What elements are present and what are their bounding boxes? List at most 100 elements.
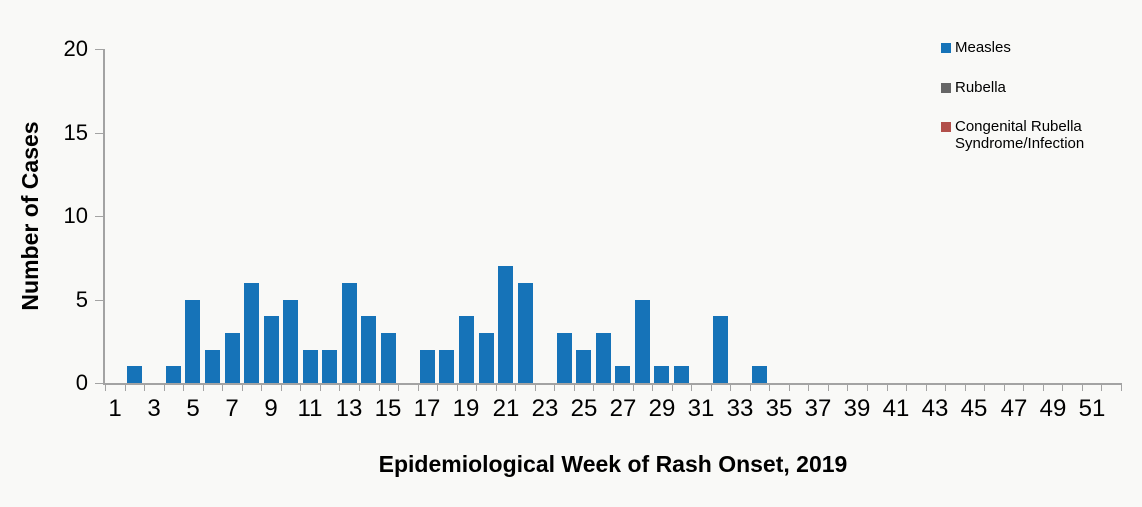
bar-measles-week-24 bbox=[556, 332, 572, 383]
bar-measles-week-12 bbox=[322, 349, 338, 383]
x-tick-label-week-51: 51 bbox=[1078, 395, 1106, 422]
legend-label-measles: Measles bbox=[955, 39, 1011, 56]
bar-measles-week-26 bbox=[595, 332, 611, 383]
x-tick-boundary-43 bbox=[945, 385, 946, 391]
y-tick-20 bbox=[95, 49, 103, 50]
x-tick-label-week-49: 49 bbox=[1039, 395, 1067, 422]
bar-measles-week-27 bbox=[615, 366, 631, 383]
x-tick-label-week-11: 11 bbox=[297, 395, 323, 422]
x-tick-boundary-20 bbox=[496, 385, 497, 391]
bar-measles-week-17 bbox=[419, 349, 435, 383]
x-tick-label-week-39: 39 bbox=[843, 395, 871, 422]
bar-measles-week-7 bbox=[224, 332, 240, 383]
x-tick-boundary-3 bbox=[164, 385, 165, 391]
x-tick-boundary-36 bbox=[808, 385, 809, 391]
x-tick-boundary-23 bbox=[554, 385, 555, 391]
x-tick-label-week-19: 19 bbox=[452, 395, 480, 422]
x-tick-boundary-28 bbox=[652, 385, 653, 391]
bar-measles-week-14 bbox=[361, 316, 377, 383]
y-axis-line bbox=[103, 49, 105, 385]
bar-measles-week-32 bbox=[712, 316, 728, 383]
bar-measles-week-30 bbox=[673, 366, 689, 383]
x-tick-boundary-34 bbox=[769, 385, 770, 391]
x-tick-boundary-19 bbox=[476, 385, 477, 391]
bar-measles-week-25 bbox=[576, 349, 592, 383]
x-tick-label-week-7: 7 bbox=[225, 395, 239, 422]
x-tick-boundary-29 bbox=[672, 385, 673, 391]
congenital-rubella-swatch-icon bbox=[941, 122, 951, 132]
x-tick-label-week-29: 29 bbox=[648, 395, 676, 422]
x-tick-boundary-12 bbox=[339, 385, 340, 391]
bar-measles-week-6 bbox=[204, 349, 220, 383]
x-tick-boundary-35 bbox=[789, 385, 790, 391]
x-tick-boundary-1 bbox=[125, 385, 126, 391]
x-tick-boundary-2 bbox=[144, 385, 145, 391]
y-tick-0 bbox=[95, 383, 103, 384]
x-tick-label-week-15: 15 bbox=[374, 395, 402, 422]
x-tick-boundary-37 bbox=[828, 385, 829, 391]
x-tick-boundary-47 bbox=[1023, 385, 1024, 391]
x-tick-boundary-6 bbox=[222, 385, 223, 391]
x-tick-boundary-41 bbox=[906, 385, 907, 391]
x-tick-boundary-50 bbox=[1082, 385, 1083, 391]
bar-measles-week-21 bbox=[498, 266, 514, 383]
bar-measles-week-4 bbox=[165, 366, 181, 383]
x-tick-label-week-3: 3 bbox=[147, 395, 161, 422]
x-tick-boundary-31 bbox=[711, 385, 712, 391]
x-tick-boundary-39 bbox=[867, 385, 868, 391]
x-tick-boundary-42 bbox=[926, 385, 927, 391]
legend-item-congenital-rubella: Congenital Rubella Syndrome/Infection bbox=[941, 118, 1101, 152]
x-tick-boundary-44 bbox=[965, 385, 966, 391]
bar-measles-week-18 bbox=[439, 349, 455, 383]
x-tick-boundary-5 bbox=[203, 385, 204, 391]
x-tick-label-week-1: 1 bbox=[108, 395, 122, 422]
x-tick-label-week-27: 27 bbox=[609, 395, 637, 422]
bar-measles-week-2 bbox=[126, 366, 142, 383]
x-tick-boundary-27 bbox=[633, 385, 634, 391]
legend-label-congenital-rubella: Congenital Rubella Syndrome/Infection bbox=[955, 118, 1085, 152]
y-tick-15 bbox=[95, 133, 103, 134]
x-tick-boundary-49 bbox=[1062, 385, 1063, 391]
x-tick-boundary-48 bbox=[1043, 385, 1044, 391]
bar-measles-week-8 bbox=[244, 282, 260, 383]
y-tick-label-5: 5 bbox=[75, 287, 88, 312]
x-tick-label-week-35: 35 bbox=[765, 395, 793, 422]
bar-measles-week-13 bbox=[341, 282, 357, 383]
y-tick-label-0: 0 bbox=[75, 370, 88, 395]
y-tick-label-10: 10 bbox=[63, 203, 88, 228]
bar-measles-week-34 bbox=[752, 366, 768, 383]
x-axis-title: Epidemiological Week of Rash Onset, 2019 bbox=[378, 451, 848, 477]
x-tick-boundary-7 bbox=[242, 385, 243, 391]
x-tick-boundary-24 bbox=[574, 385, 575, 391]
legend-item-rubella: Rubella bbox=[941, 79, 1006, 96]
x-tick-boundary-25 bbox=[593, 385, 594, 391]
x-tick-label-week-43: 43 bbox=[921, 395, 949, 422]
x-tick-boundary-22 bbox=[535, 385, 536, 391]
x-tick-boundary-21 bbox=[515, 385, 516, 391]
x-tick-boundary-52 bbox=[1121, 385, 1122, 391]
x-tick-boundary-45 bbox=[984, 385, 985, 391]
bar-measles-week-29 bbox=[654, 366, 670, 383]
legend-item-measles: Measles bbox=[941, 39, 1011, 56]
bar-measles-week-9 bbox=[263, 316, 279, 383]
x-tick-label-week-5: 5 bbox=[186, 395, 200, 422]
rubella-swatch-icon bbox=[941, 83, 951, 93]
x-tick-boundary-9 bbox=[281, 385, 282, 391]
x-tick-label-week-13: 13 bbox=[335, 395, 363, 422]
x-tick-boundary-17 bbox=[437, 385, 438, 391]
measles-swatch-icon bbox=[941, 43, 951, 53]
y-tick-5 bbox=[95, 300, 103, 301]
x-tick-boundary-46 bbox=[1004, 385, 1005, 391]
bar-measles-week-11 bbox=[302, 349, 318, 383]
y-tick-10 bbox=[95, 216, 103, 217]
x-tick-boundary-51 bbox=[1101, 385, 1102, 391]
x-tick-label-week-17: 17 bbox=[413, 395, 441, 422]
bar-measles-week-22 bbox=[517, 282, 533, 383]
x-tick-boundary-33 bbox=[750, 385, 751, 391]
x-tick-boundary-4 bbox=[183, 385, 184, 391]
x-tick-label-week-25: 25 bbox=[570, 395, 598, 422]
x-tick-boundary-16 bbox=[418, 385, 419, 391]
x-tick-boundary-13 bbox=[359, 385, 360, 391]
bar-measles-week-5 bbox=[185, 299, 201, 383]
